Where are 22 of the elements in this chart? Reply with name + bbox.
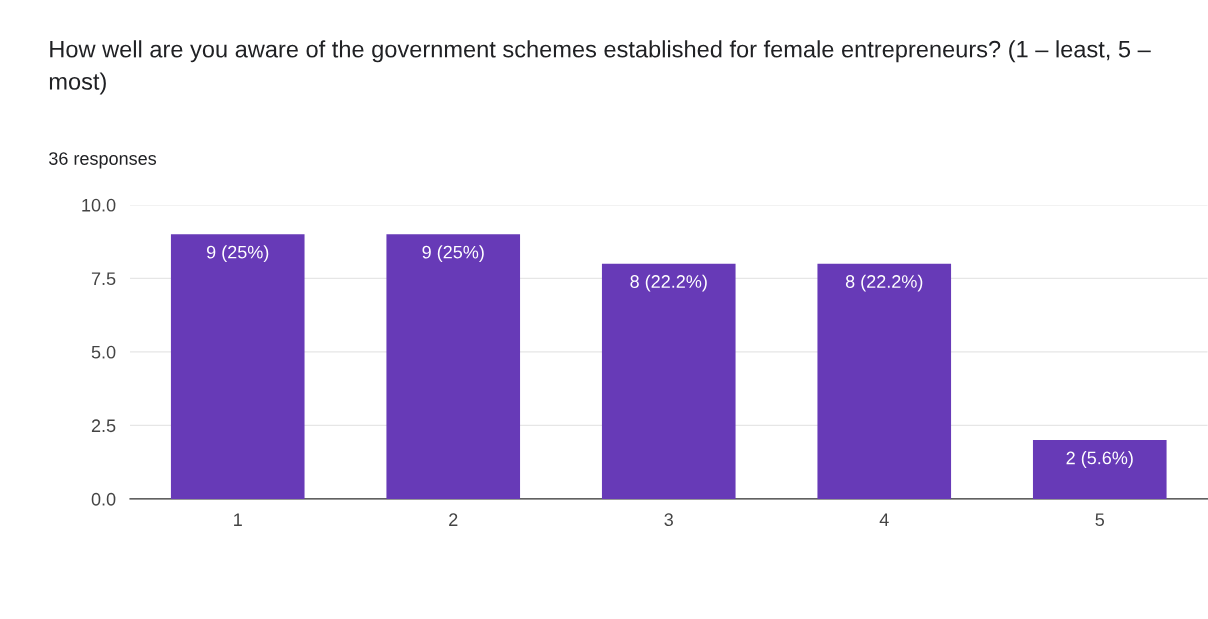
y-tick-label: 0.0: [91, 492, 116, 506]
y-tick-label: 2.5: [91, 419, 116, 433]
y-tick-label: 5.0: [91, 345, 116, 359]
x-tick-label: 5: [1095, 513, 1105, 527]
x-tick-label: 3: [664, 513, 673, 527]
x-tick-label: 1: [234, 513, 242, 526]
data-label: 2 (5.6%): [1066, 451, 1133, 468]
data-label: 9 (25%): [422, 245, 484, 263]
x-tick-label: 2: [449, 513, 458, 526]
bar: [170, 234, 305, 499]
bar: [1032, 440, 1167, 499]
y-tick-label: 10.0: [82, 198, 116, 212]
bar: [386, 234, 521, 499]
bar: [817, 263, 952, 499]
data-label: 8 (22.2%): [630, 274, 707, 292]
chart-title: How well are you aware of the government schemes established for female entrepreneurs? (1 – least, 5 – most): [49, 40, 1151, 95]
x-tick-label: 4: [879, 513, 889, 526]
data-label: 8 (22.2%): [845, 274, 923, 292]
bar: [601, 263, 736, 499]
y-tick-label: 7.5: [91, 272, 116, 286]
data-label: 9 (25%): [206, 245, 269, 263]
chart-subtitle: 36 responses: [49, 152, 157, 169]
